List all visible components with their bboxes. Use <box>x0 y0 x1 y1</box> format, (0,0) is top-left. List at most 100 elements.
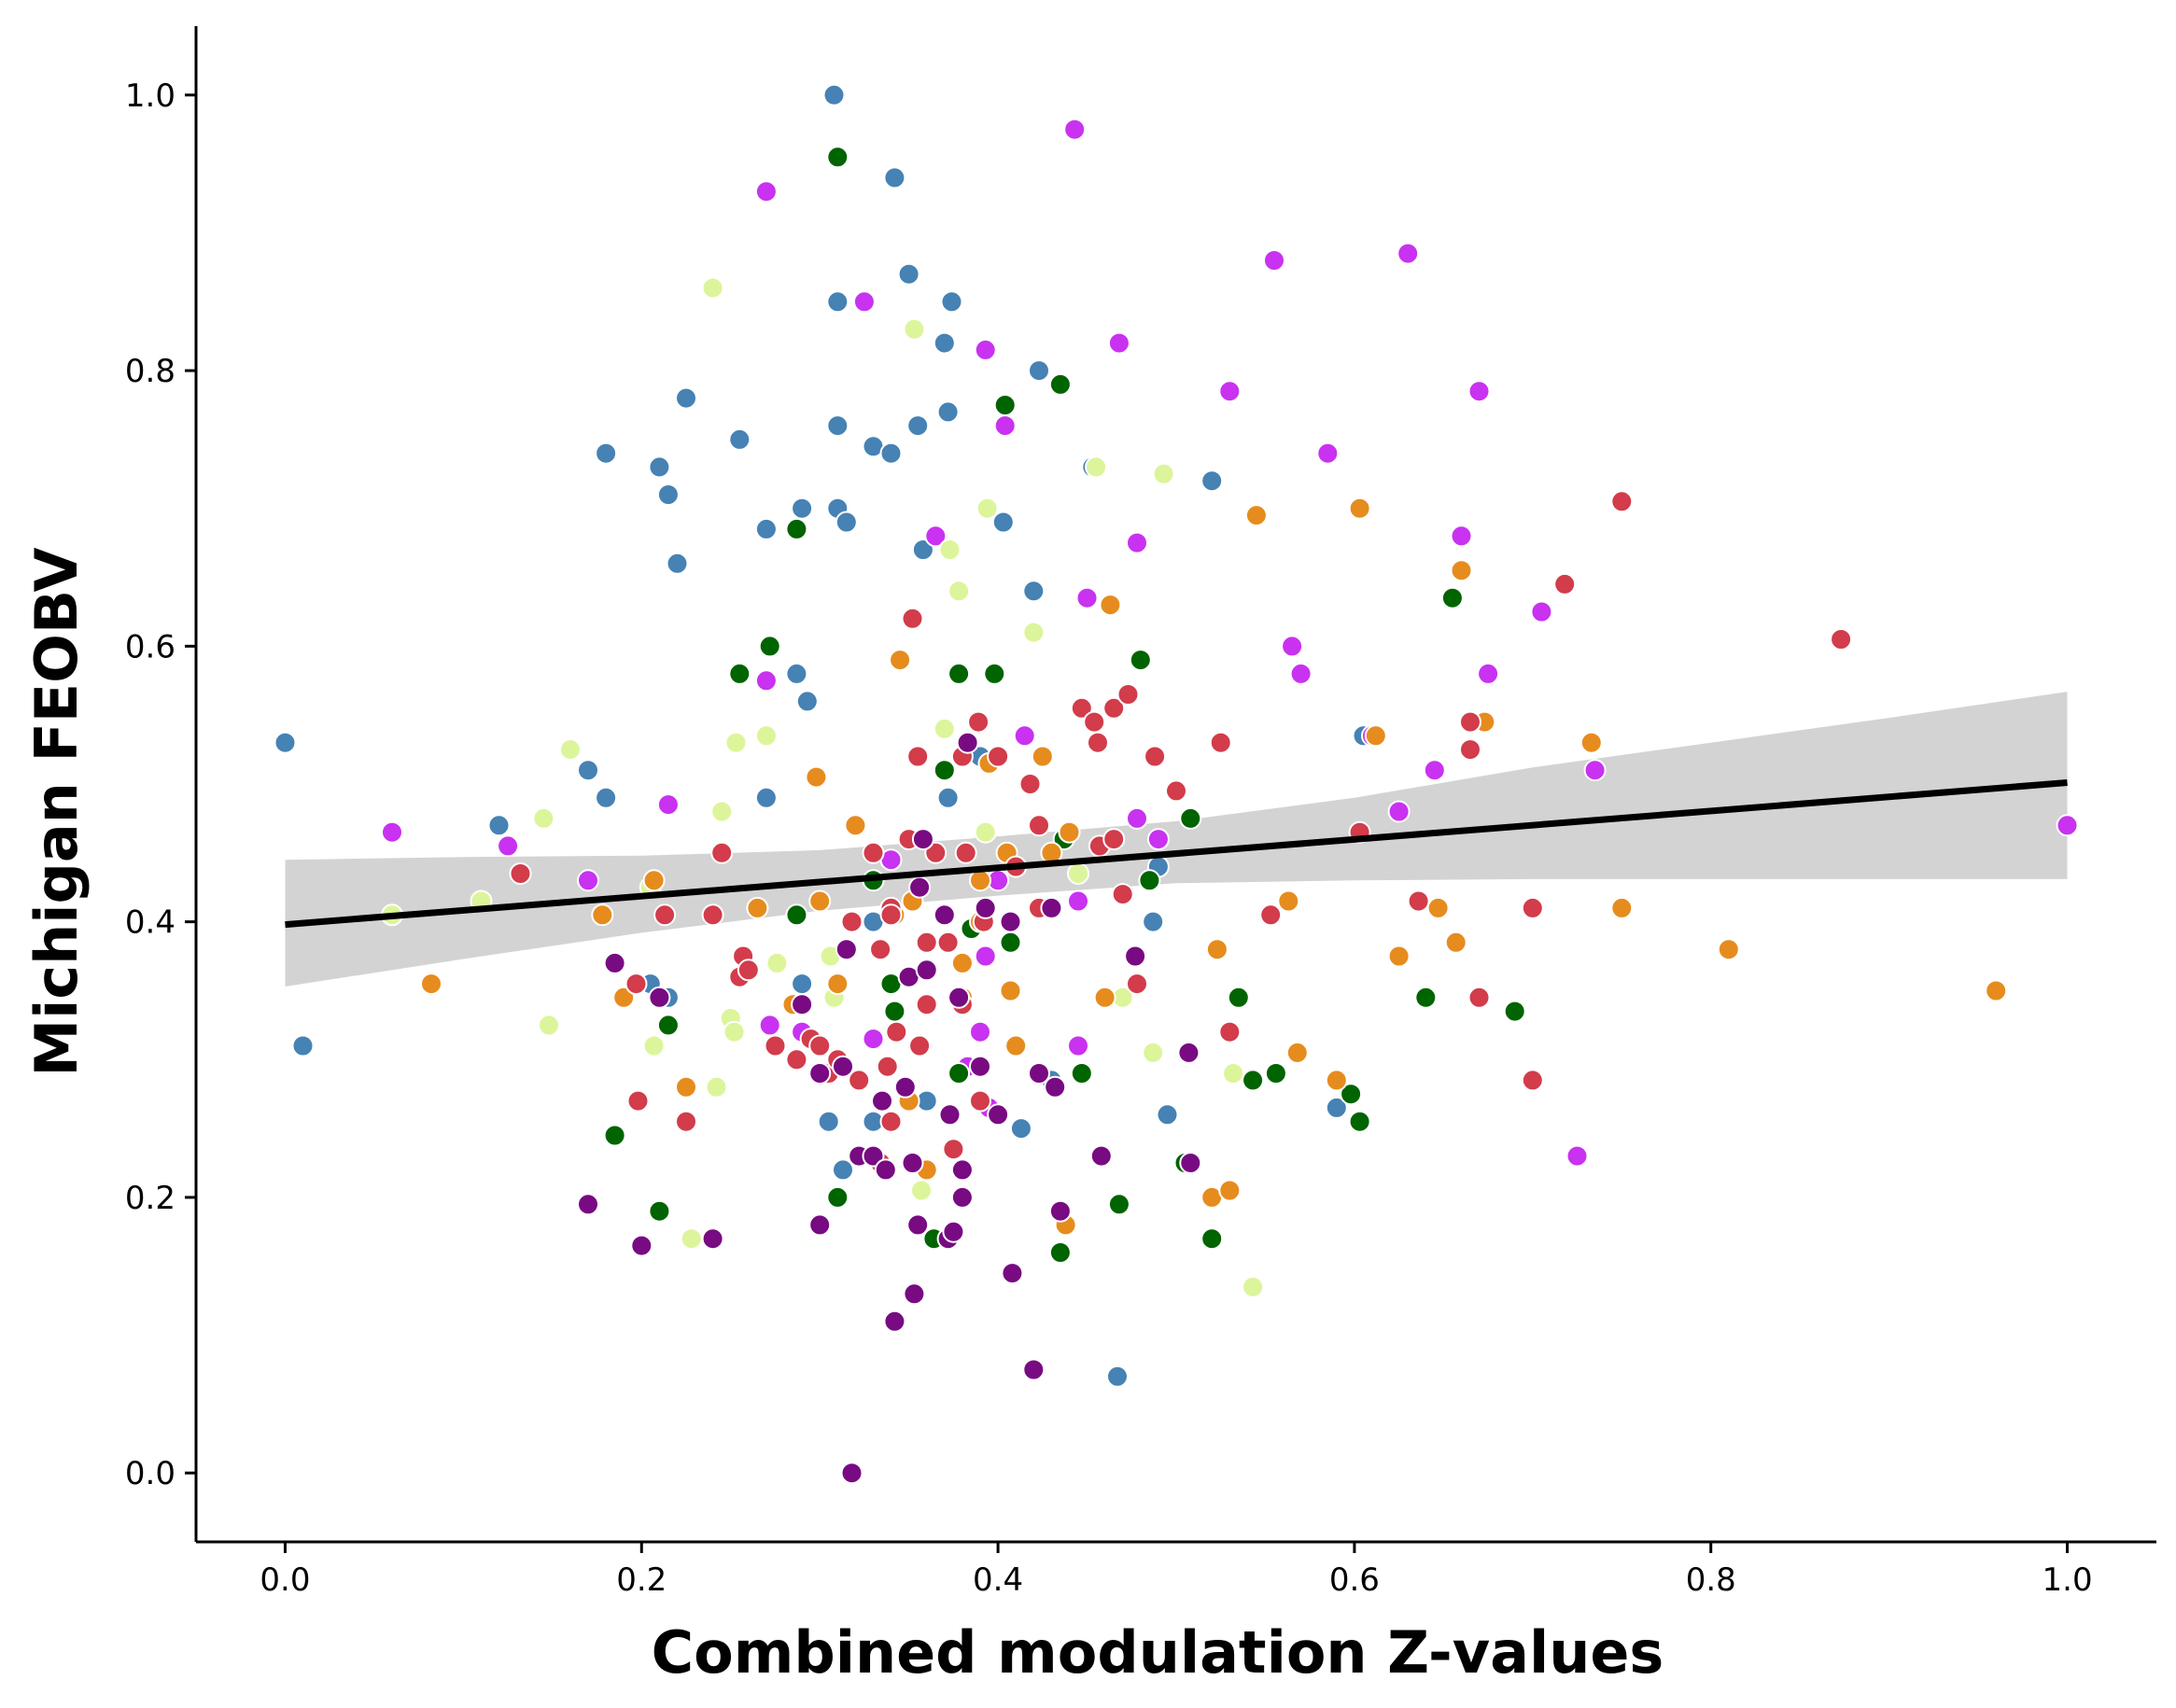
axes: 0.0 0.2 0.4 0.6 0.8 1.0 0.0 0.2 0.4 0.6 0.8 1.0 <box>125 26 2156 1599</box>
data-point <box>274 731 297 754</box>
data-point <box>595 786 618 809</box>
data-point <box>948 662 971 685</box>
data-point <box>724 731 748 754</box>
data-point <box>901 1152 924 1174</box>
data-point <box>1285 1041 1309 1064</box>
data-point <box>653 903 677 927</box>
data-point <box>885 1020 908 1043</box>
data-point <box>808 1213 832 1237</box>
data-point <box>1264 1062 1287 1085</box>
data-point <box>1152 462 1175 485</box>
data-point <box>1242 1275 1265 1298</box>
data-point <box>1387 945 1411 968</box>
data-point <box>1028 1062 1050 1085</box>
data-point <box>805 765 828 789</box>
data-point <box>648 986 671 1009</box>
data-point <box>758 1014 781 1037</box>
data-point <box>1022 1358 1046 1381</box>
data-point <box>1048 1199 1072 1223</box>
data-point <box>1044 1075 1067 1099</box>
y-tick-label: 0.6 <box>125 628 175 665</box>
data-point <box>754 517 778 540</box>
data-point <box>737 959 760 982</box>
data-point <box>497 834 520 858</box>
data-point <box>871 1089 893 1113</box>
data-point <box>1553 572 1577 595</box>
data-point <box>656 793 680 817</box>
y-tick-label: 0.0 <box>125 1455 175 1492</box>
data-point <box>879 1110 903 1133</box>
data-point <box>869 938 892 961</box>
data-point <box>758 635 781 658</box>
data-point <box>911 828 934 851</box>
data-point <box>1579 731 1603 754</box>
data-point <box>1070 696 1093 720</box>
data-point <box>701 276 724 300</box>
data-point <box>840 1462 863 1485</box>
data-point <box>1423 759 1446 782</box>
data-point <box>1102 828 1126 851</box>
data-point <box>1325 1096 1348 1119</box>
data-point <box>1156 1103 1179 1127</box>
data-point <box>991 511 1015 534</box>
data-point <box>1067 1034 1089 1057</box>
data-point <box>675 1075 697 1099</box>
data-point <box>1144 745 1167 768</box>
data-point <box>822 83 846 106</box>
data-point <box>1040 896 1063 919</box>
data-point <box>933 331 956 355</box>
x-tick-label: 0.4 <box>973 1561 1023 1599</box>
data-point <box>2056 814 2079 837</box>
data-point <box>893 1075 917 1099</box>
data-point <box>848 1069 871 1092</box>
data-point <box>603 1124 626 1147</box>
data-point <box>1244 504 1268 527</box>
data-point <box>1067 862 1089 885</box>
data-point <box>795 690 819 713</box>
data-point <box>1179 1152 1202 1174</box>
data-point <box>1129 649 1152 672</box>
data-point <box>1070 1062 1093 1085</box>
data-point <box>969 869 991 892</box>
data-point <box>1179 806 1202 830</box>
data-point <box>1124 945 1147 968</box>
data-point <box>808 1034 832 1057</box>
data-point <box>785 517 808 540</box>
data-point <box>1277 889 1300 913</box>
data-point <box>974 338 997 361</box>
data-point <box>1209 731 1232 754</box>
data-point <box>936 786 960 809</box>
data-point <box>1348 1110 1371 1133</box>
data-point <box>1450 525 1473 548</box>
data-point <box>967 710 990 734</box>
data-point <box>785 662 808 685</box>
data-point <box>1107 331 1130 355</box>
data-point <box>591 903 614 927</box>
data-point <box>532 806 555 830</box>
data-point <box>603 951 626 974</box>
data-point <box>974 945 997 968</box>
data-point <box>791 497 814 520</box>
data-point <box>1387 800 1411 823</box>
data-point <box>908 875 932 899</box>
data-point <box>675 386 697 410</box>
x-tick-label: 0.0 <box>260 1561 310 1599</box>
data-point <box>1126 531 1148 554</box>
regression-line <box>285 779 2068 929</box>
data-point <box>1610 490 1634 513</box>
data-point <box>956 731 979 754</box>
data-point <box>924 525 948 548</box>
data-point <box>710 841 734 864</box>
data-point <box>862 1028 885 1051</box>
data-point <box>1009 1117 1032 1141</box>
data-point <box>577 759 599 782</box>
data-point <box>883 1309 906 1333</box>
data-point <box>1281 635 1304 658</box>
data-point <box>1013 724 1036 748</box>
data-point <box>915 931 938 954</box>
data-point <box>840 910 863 933</box>
data-point <box>876 1055 899 1078</box>
data-point <box>785 1048 808 1071</box>
data-point <box>879 441 903 465</box>
data-point <box>969 1020 991 1043</box>
